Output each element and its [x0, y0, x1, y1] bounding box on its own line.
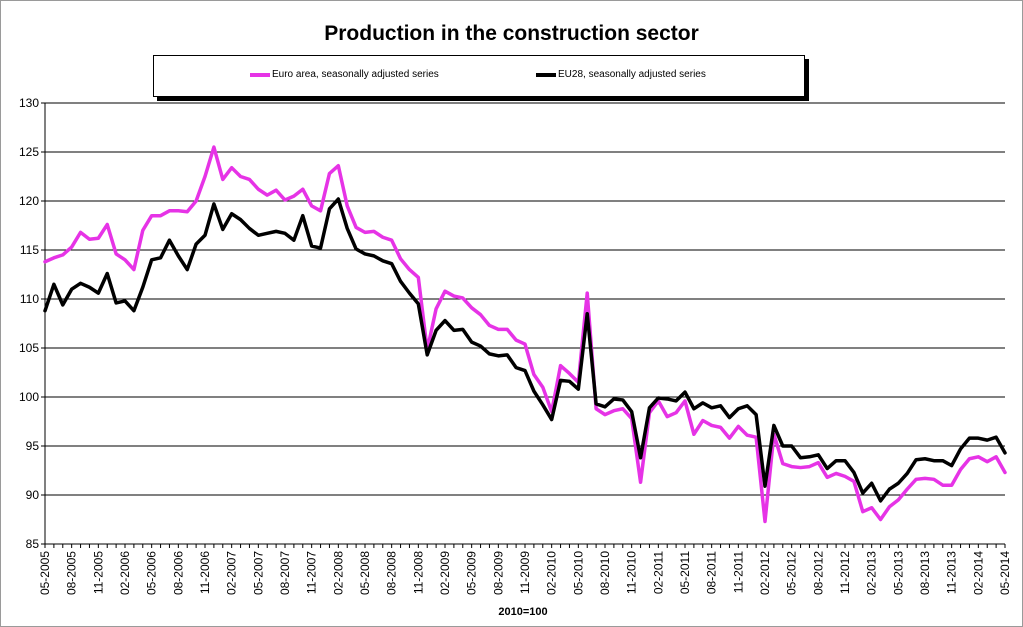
- x-axis-label: 2010=100: [498, 606, 548, 618]
- x-tick-label: 02-2012: [758, 551, 772, 595]
- legend-label-euro-area: Euro area, seasonally adjusted series: [272, 69, 439, 80]
- x-tick-label: 05-2010: [571, 551, 585, 595]
- x-tick-label: 05-2005: [38, 551, 52, 595]
- x-tick-label: 08-2007: [278, 551, 292, 595]
- x-tick-label: 11-2010: [625, 551, 639, 594]
- y-tick-label: 90: [26, 488, 40, 502]
- x-tick-label: 05-2008: [358, 551, 372, 595]
- x-tick-label: 05-2014: [998, 551, 1012, 595]
- x-tick-label: 02-2007: [225, 551, 239, 595]
- legend-swatch-euro-area: [250, 72, 270, 77]
- x-tick-label: 11-2009: [518, 551, 532, 594]
- legend-swatch-eu28: [536, 72, 556, 77]
- x-tick-label: 08-2008: [385, 551, 399, 595]
- y-tick-label: 125: [19, 145, 39, 159]
- y-tick-label: 85: [26, 537, 40, 551]
- x-tick-label: 05-2006: [145, 551, 159, 595]
- x-tick-label: 02-2009: [438, 551, 452, 595]
- series-line-eu28: [43, 197, 1007, 503]
- x-tick-label: 02-2006: [118, 551, 132, 595]
- x-tick-label: 08-2011: [705, 551, 719, 594]
- y-tick-label: 100: [19, 390, 39, 404]
- x-tick-label: 11-2005: [91, 551, 105, 594]
- y-tick-label: 105: [19, 341, 39, 355]
- y-tick-label: 120: [19, 194, 39, 208]
- x-tick-label: 11-2008: [411, 551, 425, 594]
- y-tick-label: 130: [19, 96, 39, 110]
- x-tick-label: 05-2007: [251, 551, 265, 595]
- x-tick-label: 02-2010: [545, 551, 559, 595]
- x-tick-label: 08-2013: [918, 551, 932, 595]
- x-tick-label: 08-2010: [598, 551, 612, 595]
- legend-label-eu28: EU28, seasonally adjusted series: [558, 69, 706, 80]
- x-tick-label: 05-2013: [891, 551, 905, 595]
- x-tick-label: 11-2006: [198, 551, 212, 594]
- x-tick-label: 05-2012: [785, 551, 799, 595]
- legend-item-euro-area: Euro area, seasonally adjusted series: [250, 69, 439, 80]
- y-tick-label: 115: [20, 243, 39, 257]
- x-tick-label: 05-2009: [465, 551, 479, 595]
- legend-item-eu28: EU28, seasonally adjusted series: [536, 69, 706, 80]
- x-tick-label: 08-2005: [65, 551, 79, 595]
- chart-legend: Euro area, seasonally adjusted series EU…: [153, 55, 805, 97]
- x-tick-label: 02-2011: [651, 551, 665, 594]
- y-tick-label: 95: [26, 439, 40, 453]
- x-tick-label: 08-2012: [811, 551, 825, 595]
- x-tick-label: 08-2009: [491, 551, 505, 595]
- series-line-euro-area: [43, 145, 1007, 524]
- y-tick-label: 110: [20, 292, 39, 306]
- x-tick-label: 11-2013: [945, 551, 959, 594]
- chart-title: Production in the construction sector: [324, 22, 699, 45]
- x-tick-label: 02-2008: [331, 551, 345, 595]
- x-tick-label: 08-2006: [171, 551, 185, 595]
- x-tick-label: 11-2012: [838, 551, 852, 594]
- x-tick-label: 02-2014: [971, 551, 985, 595]
- x-tick-label: 05-2011: [678, 551, 692, 594]
- x-tick-label: 11-2007: [305, 551, 319, 594]
- x-tick-label: 02-2013: [865, 551, 879, 595]
- x-tick-label: 11-2011: [731, 551, 745, 594]
